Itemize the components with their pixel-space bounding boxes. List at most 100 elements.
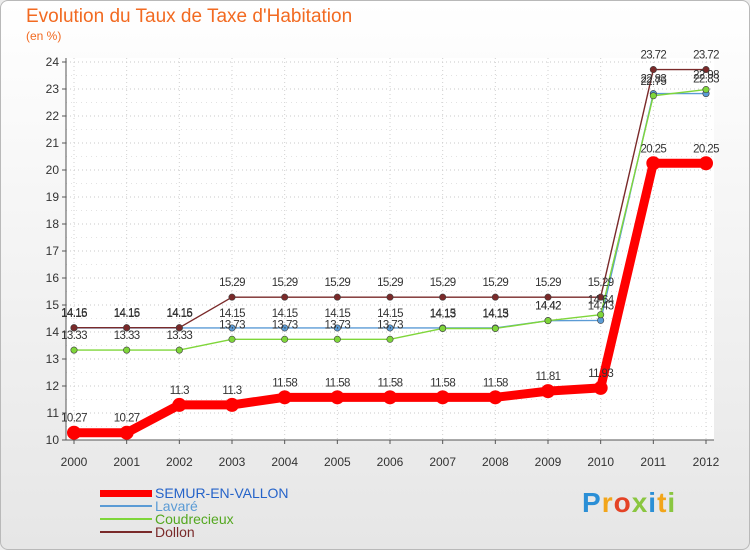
y-tick-label: 16: [46, 271, 60, 285]
data-label: 15.29: [377, 277, 403, 289]
data-label: 14.13: [430, 308, 456, 320]
data-point: [333, 324, 341, 332]
data-label: 14.43: [588, 300, 614, 312]
legend-label: Dollon: [155, 524, 195, 540]
data-point: [175, 324, 183, 332]
data-point: [70, 346, 78, 354]
data-label: 14.15: [61, 308, 87, 320]
legend-label: SEMUR-EN-VALLON: [155, 485, 289, 501]
data-point: [228, 293, 236, 301]
logo-letter: i: [667, 487, 677, 518]
y-tick-label: 12: [46, 379, 60, 393]
data-label: 14.15: [114, 308, 140, 320]
data-point: [699, 156, 713, 171]
y-tick-label: 18: [46, 217, 60, 231]
legend-label: Coudrecieux: [155, 511, 234, 527]
data-point: [702, 86, 710, 94]
x-tick-label: 2004: [271, 455, 298, 469]
y-tick-label: 11: [47, 406, 60, 420]
data-label: 11.58: [430, 377, 455, 389]
data-point: [383, 390, 397, 405]
y-tick-label: 19: [46, 190, 60, 204]
y-tick-label: 20: [46, 163, 60, 177]
y-tick-label: 14: [46, 325, 60, 339]
data-label: 11.58: [272, 377, 297, 389]
data-label: 14.15: [482, 308, 508, 320]
data-label: 15.29: [219, 277, 245, 289]
data-label: 15.29: [430, 277, 456, 289]
data-label: 15.29: [272, 277, 298, 289]
y-tick-label: 21: [46, 136, 60, 150]
data-label: 14.15: [219, 308, 245, 320]
legend-swatch: [100, 518, 152, 520]
data-label: 14.15: [430, 308, 456, 320]
data-label: 15.29: [482, 277, 508, 289]
logo-letter: r: [601, 487, 614, 518]
x-tick-label: 2002: [166, 455, 193, 469]
legend-swatch: [100, 531, 152, 533]
legend-swatch: [100, 489, 152, 497]
data-point: [544, 293, 552, 301]
logo-letter: t: [657, 487, 668, 518]
data-point: [281, 293, 289, 301]
data-point: [386, 293, 394, 301]
y-tick-label: 10: [46, 433, 60, 447]
data-label: 14.15: [166, 308, 192, 320]
data-point: [330, 390, 345, 405]
data-point: [333, 335, 341, 343]
data-point: [597, 311, 605, 319]
series-lines: [67, 66, 713, 440]
data-label: 14.13: [482, 308, 508, 320]
data-label: 22.75: [640, 76, 666, 88]
legend-label: Lavaré: [155, 498, 198, 514]
data-label: 15.29: [535, 277, 561, 289]
data-point: [649, 66, 657, 74]
data-label: 13.33: [166, 330, 192, 342]
data-point: [491, 324, 499, 332]
y-tick-label: 22: [46, 109, 60, 123]
x-tick-label: 2010: [587, 455, 614, 469]
data-point: [491, 293, 499, 301]
y-tick-label: 23: [46, 82, 60, 96]
x-tick-label: 2005: [324, 455, 351, 469]
data-point: [333, 293, 341, 301]
data-label: 13.33: [61, 330, 87, 342]
data-point: [175, 346, 183, 354]
data-label: 13.73: [219, 319, 245, 331]
data-point: [277, 390, 292, 405]
logo-letter: P: [582, 487, 602, 518]
data-label: 14.16: [61, 308, 87, 320]
axes: 10 11 12 13 14 15 16 17 18 19 20 21 22 23 24 2000 2001 20…: [46, 55, 720, 469]
data-point: [646, 156, 661, 171]
data-label: 11.3: [170, 385, 189, 397]
data-label: 13.73: [324, 319, 350, 331]
y-tick-label: 24: [46, 55, 60, 69]
x-tick-label: 2003: [219, 455, 246, 469]
x-tick-label: 2007: [429, 455, 456, 469]
logo-letter: o: [613, 487, 632, 518]
data-point: [649, 92, 657, 100]
data-point: [228, 324, 236, 332]
data-label: 22.98: [693, 70, 719, 82]
data-point: [119, 425, 134, 440]
data-label: 11.58: [325, 377, 350, 389]
data-label: 22.83: [693, 74, 719, 86]
data-label: 11.93: [588, 368, 613, 380]
data-label: 15.29: [324, 277, 350, 289]
data-label: 20.25: [640, 143, 666, 155]
data-label: 13.73: [377, 319, 403, 331]
data-label: 14.15: [272, 308, 298, 320]
data-label: 11.58: [483, 377, 508, 389]
data-point: [281, 335, 289, 343]
data-point: [225, 397, 239, 412]
data-label: 11.81: [536, 371, 561, 383]
data-point: [281, 324, 289, 332]
data-point: [67, 425, 81, 440]
x-tick-label: 2008: [482, 455, 509, 469]
x-tick-label: 2011: [640, 455, 666, 469]
data-point: [228, 335, 236, 343]
data-label: 14.15: [324, 308, 350, 320]
data-label: 14.42: [535, 301, 561, 313]
data-label: 14.16: [166, 308, 192, 320]
